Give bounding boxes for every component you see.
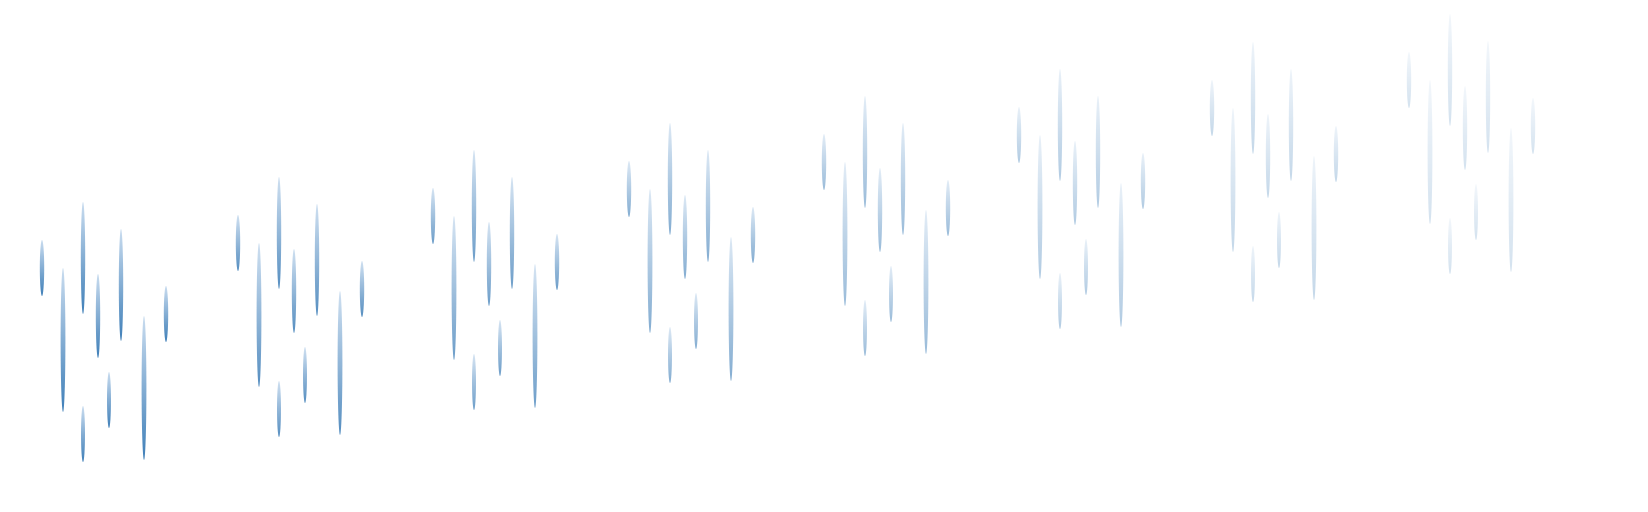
streak-mark — [647, 189, 653, 333]
streak-mark — [1265, 114, 1271, 198]
streak-mark — [862, 96, 868, 208]
streak-mark — [256, 243, 262, 387]
streak-mark — [81, 406, 85, 462]
streak-mark — [314, 204, 320, 316]
streak-mark — [1016, 107, 1022, 163]
streak-mark — [1462, 86, 1468, 170]
streak-mark — [276, 177, 282, 289]
streak-mark — [359, 261, 365, 317]
streak-mark — [1037, 135, 1043, 279]
streak-mark — [1406, 52, 1412, 108]
streak-mark — [509, 177, 515, 289]
streak-mark — [900, 123, 906, 235]
streak-mark — [95, 274, 101, 358]
streak-mark — [750, 207, 756, 263]
streak-mark — [1448, 218, 1452, 274]
streak-mark — [1140, 153, 1146, 209]
streak-mark — [532, 264, 538, 408]
streak-mark — [486, 222, 492, 306]
streak-mark — [667, 123, 673, 235]
streak-mark — [1447, 14, 1453, 126]
streak-mark — [682, 195, 688, 279]
streak-mark — [1095, 96, 1101, 208]
streak-mark — [694, 293, 698, 349]
streak-mark — [1508, 128, 1514, 272]
streak-mark — [430, 188, 436, 244]
streak-mark — [1230, 108, 1236, 252]
streak-mark — [1288, 69, 1294, 181]
streak-mark — [118, 229, 124, 341]
streak-mark — [923, 210, 929, 354]
streak-mark — [451, 216, 457, 360]
streak-mark — [877, 168, 883, 252]
streak-mark — [1333, 126, 1339, 182]
streak-mark — [626, 161, 632, 217]
streak-group — [39, 202, 169, 462]
streak-mark — [498, 320, 502, 376]
streak-mark — [842, 162, 848, 306]
streak-mark — [1057, 69, 1063, 181]
streak-mark — [1311, 156, 1317, 300]
streak-mark — [821, 134, 827, 190]
streak-group — [1406, 14, 1536, 274]
streak-mark — [291, 249, 297, 333]
streak-mark — [163, 286, 169, 342]
streak-mark — [1058, 273, 1062, 329]
streak-mark — [107, 372, 111, 428]
streak-mark — [1250, 42, 1256, 154]
streak-mark — [1530, 98, 1536, 154]
streak-mark — [945, 180, 951, 236]
streak-mark — [277, 381, 281, 437]
streak-mark — [863, 300, 867, 356]
streak-mark — [1427, 80, 1433, 224]
streak-mark — [1084, 239, 1088, 295]
streak-group — [821, 96, 951, 356]
streak-group — [1016, 69, 1146, 329]
streak-mark — [705, 150, 711, 262]
streak-mark — [337, 291, 343, 435]
streak-mark — [1209, 80, 1215, 136]
streak-mark — [554, 234, 560, 290]
streak-mark — [303, 347, 307, 403]
streak-mark — [1072, 141, 1078, 225]
streak-mark — [1118, 183, 1124, 327]
streak-mark — [668, 327, 672, 383]
streak-mark — [235, 215, 241, 271]
streak-mark — [60, 268, 66, 412]
streak-mark — [1485, 41, 1491, 153]
streak-mark — [471, 150, 477, 262]
streak-group — [235, 177, 365, 437]
streak-mark — [39, 240, 45, 296]
streak-mark — [80, 202, 86, 314]
streak-mark — [889, 266, 893, 322]
streak-mark — [472, 354, 476, 410]
streak-mark — [728, 237, 734, 381]
streak-mark — [1277, 212, 1281, 268]
streak-group — [430, 150, 560, 410]
streak-group — [626, 123, 756, 383]
streak-mark — [1474, 184, 1478, 240]
streak-mark — [141, 316, 147, 460]
streak-group — [1209, 42, 1339, 302]
streak-mark — [1251, 246, 1255, 302]
